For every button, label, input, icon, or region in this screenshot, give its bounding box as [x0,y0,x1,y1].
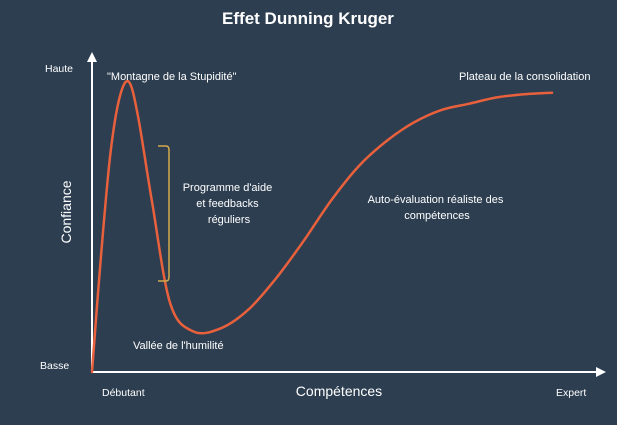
y-tick-label-low: Basse [40,360,69,372]
y-axis-title: Confiance [58,180,74,243]
annotation-valley: Vallée de l'humilité [133,340,224,352]
annotation-realistic-line-1: Auto-évaluation réaliste des [368,194,504,206]
bracket-icon [158,145,170,282]
annotation-program-line-2: et feedbacks [196,198,259,210]
x-tick-label-end: Expert [556,387,586,399]
annotation-program-line-3: réguliers [208,214,251,226]
y-axis-arrow-icon [87,52,97,62]
axes [87,52,606,377]
annotation-plateau: Plateau de la consolidation [459,71,590,83]
annotation-program: Programme d'aide et feedbacks réguliers [183,182,276,226]
annotation-program-line-1: Programme d'aide [183,182,273,194]
confidence-curve [90,79,554,374]
x-tick-label-start: Débutant [102,387,145,399]
annotation-realistic: Auto-évaluation réaliste des compétences [368,194,507,222]
annotation-realistic-line-2: compétences [404,210,470,222]
chart-title: Effet Dunning Kruger [222,9,394,28]
y-tick-label-high: Haute [45,63,73,75]
x-axis-title: Compétences [296,383,382,399]
x-axis-arrow-icon [596,367,606,377]
annotation-peak: "Montagne de la Stupidité" [107,71,237,83]
